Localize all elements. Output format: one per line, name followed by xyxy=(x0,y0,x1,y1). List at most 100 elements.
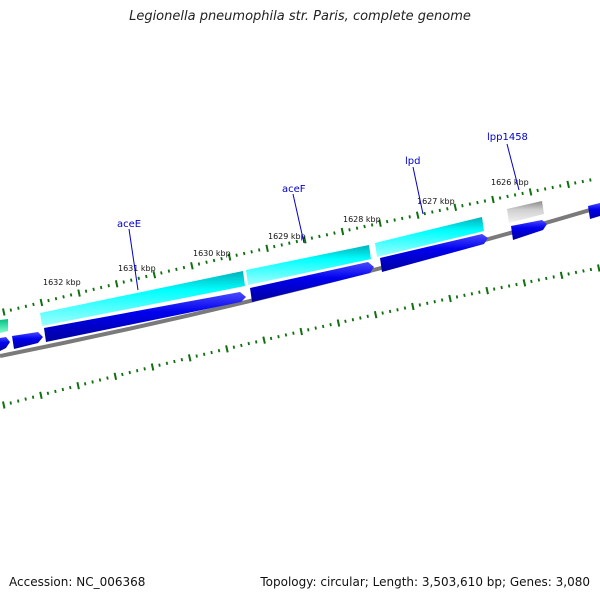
minor-tick xyxy=(9,401,12,405)
gene-feature-lpd-forward[interactable] xyxy=(375,217,484,257)
minor-tick xyxy=(280,243,283,247)
minor-tick xyxy=(284,333,288,337)
major-tick xyxy=(77,289,81,297)
major-tick xyxy=(373,310,378,319)
gene-feature-acef-forward[interactable] xyxy=(246,245,371,285)
minor-tick xyxy=(195,354,198,358)
gene-label-lpd[interactable]: lpd xyxy=(405,156,420,167)
minor-tick xyxy=(476,200,479,205)
major-tick xyxy=(597,264,600,272)
gene-label-acef[interactable]: aceF xyxy=(282,184,306,195)
minor-tick xyxy=(355,226,359,230)
minor-tick xyxy=(403,306,407,310)
minor-tick xyxy=(325,233,329,237)
minor-tick xyxy=(62,295,65,299)
outer-scale-ticks xyxy=(2,178,592,316)
minor-tick xyxy=(128,370,131,375)
gene-label-lpp1458[interactable]: lpp1458 xyxy=(487,132,528,143)
minor-tick xyxy=(24,397,27,401)
major-tick xyxy=(415,211,420,219)
leader-line-acef xyxy=(292,193,305,244)
gene-feature[interactable] xyxy=(588,203,600,219)
major-tick xyxy=(39,391,43,400)
minor-tick xyxy=(235,253,238,257)
minor-tick xyxy=(122,280,125,284)
minor-tick xyxy=(370,223,374,227)
minor-tick xyxy=(175,267,178,271)
minor-tick xyxy=(47,298,50,303)
gene-feature[interactable] xyxy=(0,319,8,333)
minor-tick xyxy=(574,181,577,185)
minor-tick xyxy=(574,270,578,275)
inner-scale-ticks xyxy=(2,264,600,409)
minor-tick xyxy=(98,378,102,382)
gene-feature-acef-reverse[interactable] xyxy=(250,262,374,302)
minor-tick xyxy=(258,248,261,252)
gene-feature[interactable] xyxy=(0,337,10,351)
minor-tick xyxy=(288,241,291,245)
minor-tick xyxy=(493,287,496,291)
scale-label-1630kbp: 1630 kbp xyxy=(193,249,231,258)
major-tick xyxy=(522,279,527,287)
minor-tick xyxy=(351,318,355,322)
major-tick xyxy=(39,298,44,307)
gene-feature-lpp1458-pseudo[interactable] xyxy=(507,201,544,223)
gene-feature[interactable] xyxy=(12,332,43,349)
minor-tick xyxy=(92,287,95,292)
minor-tick xyxy=(242,251,246,256)
minor-tick xyxy=(295,239,299,244)
minor-tick xyxy=(217,349,221,353)
minor-tick xyxy=(145,274,148,279)
minor-tick xyxy=(433,300,436,304)
gene-feature[interactable] xyxy=(511,220,547,240)
minor-tick xyxy=(385,219,389,224)
minor-tick xyxy=(17,306,20,310)
minor-tick xyxy=(310,236,314,240)
scale-labels: 1632 kbp 1631 kbp 1630 kbp 1629 kbp 1628… xyxy=(43,178,529,287)
leader-line-lpd xyxy=(412,166,424,215)
minor-tick xyxy=(559,184,562,188)
minor-tick xyxy=(468,202,472,206)
gene-feature-acee-reverse[interactable] xyxy=(44,292,246,342)
major-tick xyxy=(491,195,495,204)
minor-tick xyxy=(273,244,276,249)
minor-tick xyxy=(69,385,72,390)
leader-line-acee xyxy=(128,228,139,291)
minor-tick xyxy=(333,231,336,235)
minor-tick xyxy=(54,297,58,301)
minor-tick xyxy=(582,269,585,273)
leader-line-lpp1458 xyxy=(506,143,520,191)
major-tick xyxy=(559,271,564,280)
minor-tick xyxy=(552,275,555,279)
minor-tick xyxy=(69,293,73,297)
minor-tick xyxy=(165,361,169,366)
minor-tick xyxy=(321,324,325,329)
minor-tick xyxy=(107,284,110,288)
major-tick xyxy=(448,294,452,303)
minor-tick xyxy=(589,178,592,182)
minor-tick xyxy=(46,391,50,396)
gene-feature-lpd-reverse[interactable] xyxy=(380,234,488,272)
minor-tick xyxy=(483,199,487,203)
scale-label-1626kbp: 1626 kbp xyxy=(491,178,529,187)
minor-tick xyxy=(530,279,533,284)
minor-tick xyxy=(9,308,13,312)
minor-tick xyxy=(426,301,429,306)
minor-tick xyxy=(292,331,295,335)
major-tick xyxy=(411,302,415,311)
minor-tick xyxy=(277,335,280,339)
minor-tick xyxy=(515,282,518,287)
minor-tick xyxy=(182,265,186,270)
major-tick xyxy=(336,319,341,327)
minor-tick xyxy=(61,387,65,392)
minor-tick xyxy=(167,269,171,273)
gene-label-acee[interactable]: aceE xyxy=(117,219,141,230)
minor-tick xyxy=(408,215,411,219)
gene-labels: aceE aceF lpd lpp1458 xyxy=(117,132,528,291)
minor-tick xyxy=(24,304,28,308)
gene-feature-acee-forward[interactable] xyxy=(40,271,245,326)
minor-tick xyxy=(589,267,593,272)
minor-tick xyxy=(440,298,444,302)
major-tick xyxy=(566,180,570,189)
minor-tick xyxy=(158,363,161,367)
